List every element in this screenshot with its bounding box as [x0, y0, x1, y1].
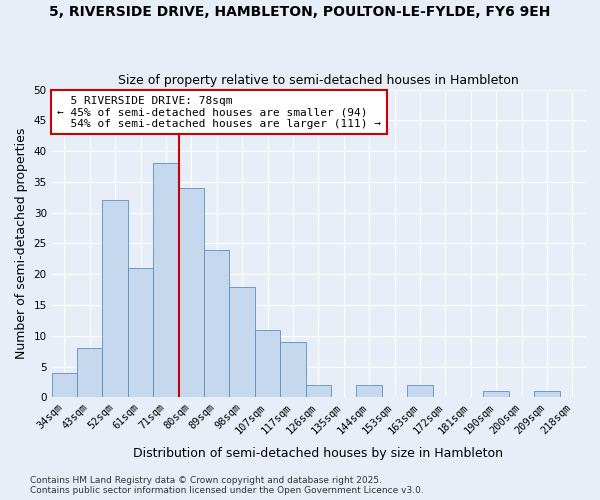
Bar [179, 188, 204, 398]
Bar [356, 385, 382, 398]
X-axis label: Distribution of semi-detached houses by size in Hambleton: Distribution of semi-detached houses by … [133, 447, 503, 460]
Bar [204, 250, 229, 398]
Bar [305, 385, 331, 398]
Bar [255, 330, 280, 398]
Text: Contains HM Land Registry data © Crown copyright and database right 2025.
Contai: Contains HM Land Registry data © Crown c… [30, 476, 424, 495]
Title: Size of property relative to semi-detached houses in Hambleton: Size of property relative to semi-detach… [118, 74, 519, 87]
Y-axis label: Number of semi-detached properties: Number of semi-detached properties [15, 128, 28, 359]
Bar [153, 164, 179, 398]
Text: 5, RIVERSIDE DRIVE, HAMBLETON, POULTON-LE-FYLDE, FY6 9EH: 5, RIVERSIDE DRIVE, HAMBLETON, POULTON-L… [49, 5, 551, 19]
Bar [103, 200, 128, 398]
Text: 5 RIVERSIDE DRIVE: 78sqm
← 45% of semi-detached houses are smaller (94)
  54% of: 5 RIVERSIDE DRIVE: 78sqm ← 45% of semi-d… [57, 96, 381, 129]
Bar [229, 286, 255, 398]
Bar [77, 348, 103, 398]
Bar [128, 268, 153, 398]
Bar [52, 373, 77, 398]
Bar [484, 392, 509, 398]
Bar [280, 342, 305, 398]
Bar [534, 392, 560, 398]
Bar [407, 385, 433, 398]
